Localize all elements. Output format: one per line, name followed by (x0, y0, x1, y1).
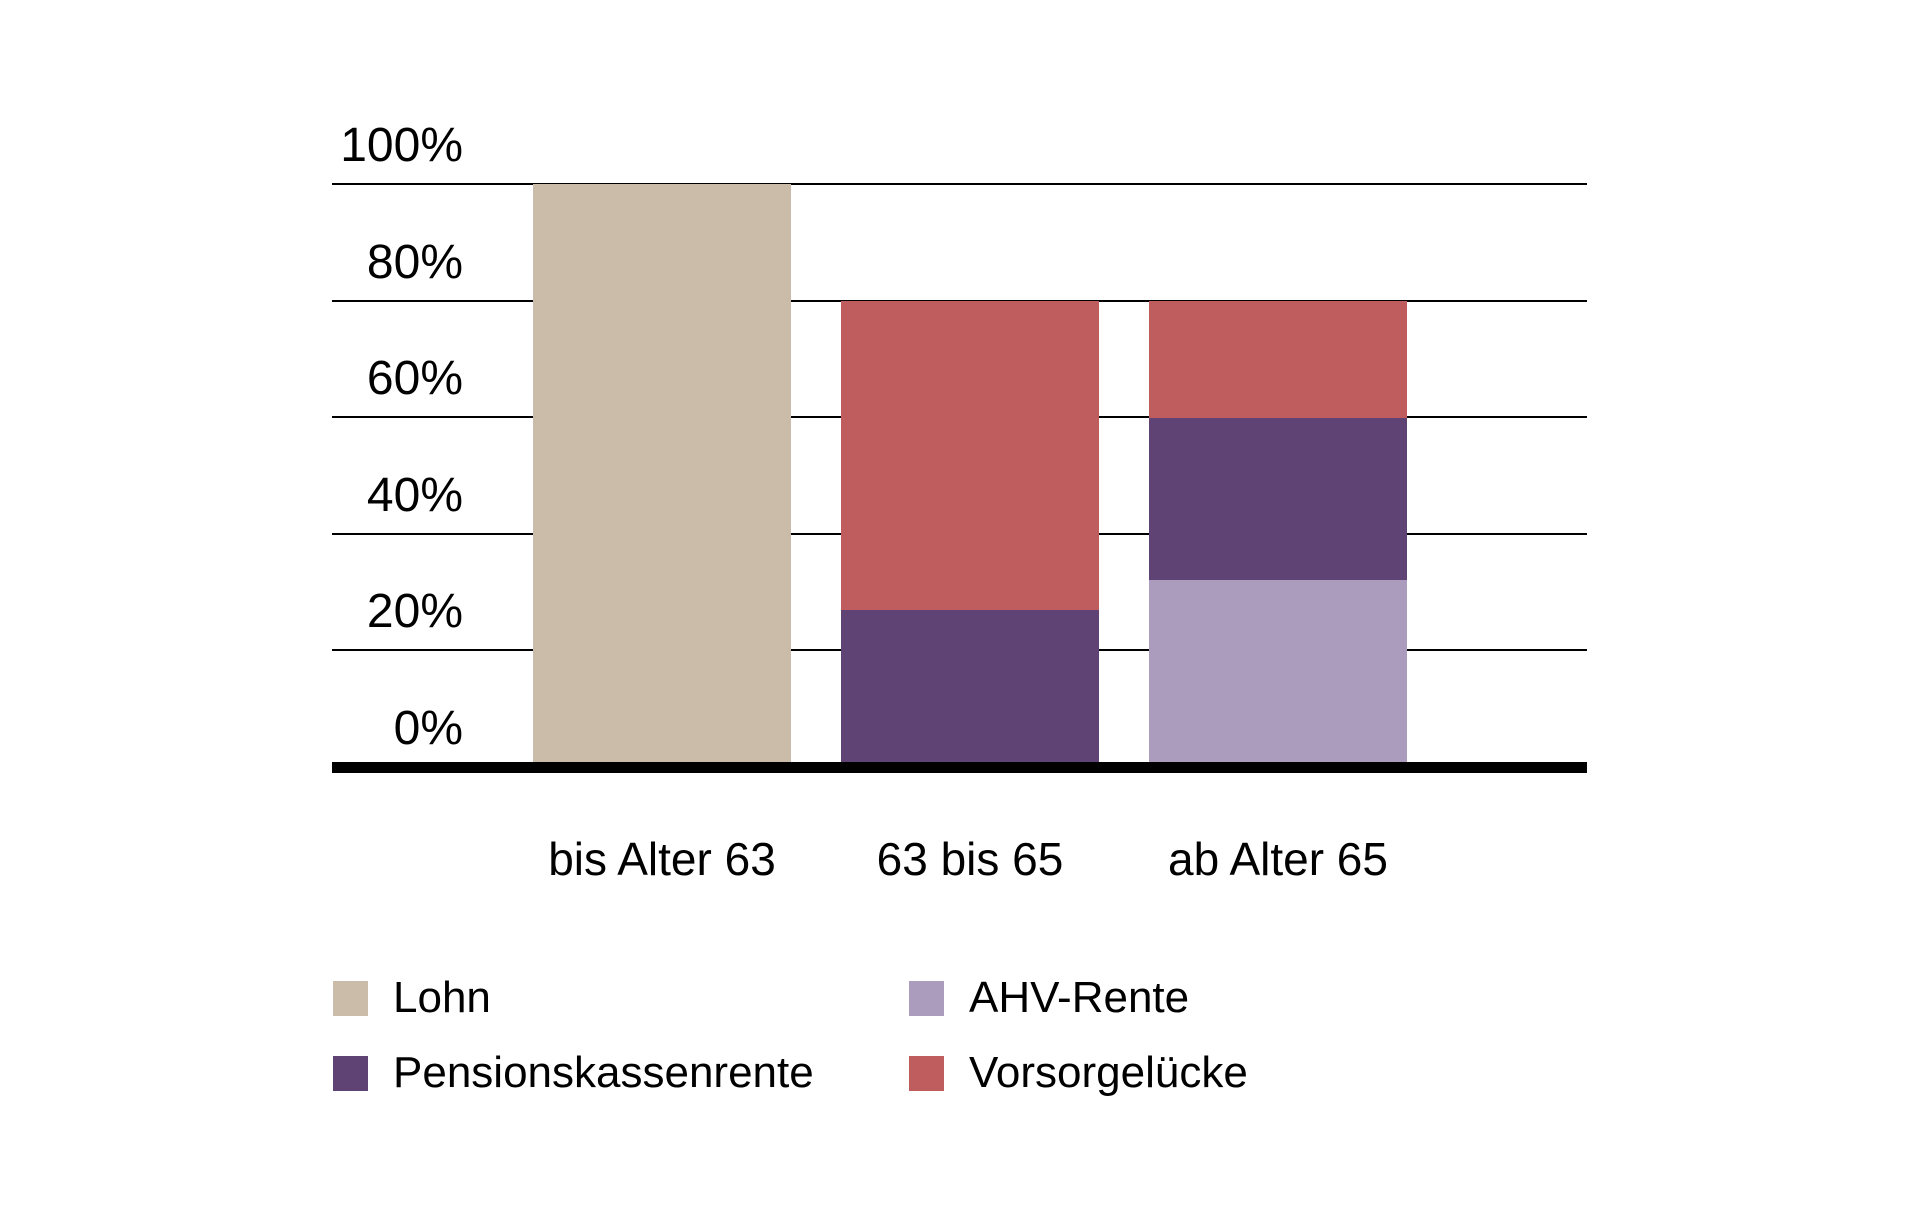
legend-swatch-pensionskassenrente (333, 1055, 368, 1091)
legend-item-ahv-rente: AHV-Rente (909, 972, 1248, 1024)
legend: Lohn AHV-Rente Pensionskassenrente Vorsorge… (333, 972, 1248, 1099)
x-axis-label-63-bis-65: 63 bis 65 (876, 833, 1064, 885)
x-axis-label-ab-alter-65: ab Alter 65 (1168, 833, 1388, 885)
bar-bis-alter-63-segment-lohn (533, 184, 791, 762)
y-axis-label-100pct: 100% (340, 119, 463, 172)
legend-item-pensionskassenrente: Pensionskassenrente (333, 1047, 909, 1099)
legend-swatch-lohn (333, 980, 368, 1016)
legend-label: AHV-Rente (969, 973, 1190, 1022)
y-axis-label-40pct: 40% (366, 469, 463, 522)
legend-swatch-vorsorgel-cke (909, 1055, 944, 1091)
bar-ab-alter-65-segment-vorsorgel-cke (1149, 301, 1407, 418)
x-axis-line (332, 762, 1587, 773)
legend-swatch-ahv-rente (909, 980, 944, 1016)
x-axis-label-bis-alter-63: bis Alter 63 (548, 833, 776, 885)
legend-label: Vorsorgelücke (969, 1048, 1248, 1097)
gridline-100pct (332, 183, 1587, 185)
y-axis-label-0pct: 0% (393, 702, 463, 755)
bar-63-bis-65-segment-pensionskassenrente (841, 610, 1099, 762)
legend-item-vorsorgel-cke: Vorsorgelücke (909, 1047, 1248, 1099)
legend-label: Lohn (393, 973, 491, 1022)
bar-ab-alter-65-segment-pensionskassenrente (1149, 417, 1407, 580)
y-axis-label-20pct: 20% (366, 585, 463, 638)
y-axis-label-80pct: 80% (366, 236, 463, 289)
legend-label: Pensionskassenrente (393, 1048, 814, 1097)
bar-ab-alter-65-segment-ahv-rente (1149, 580, 1407, 762)
legend-item-lohn: Lohn (333, 972, 909, 1024)
y-axis-label-60pct: 60% (366, 352, 463, 405)
bar-63-bis-65-segment-vorsorgel-cke (841, 301, 1099, 610)
